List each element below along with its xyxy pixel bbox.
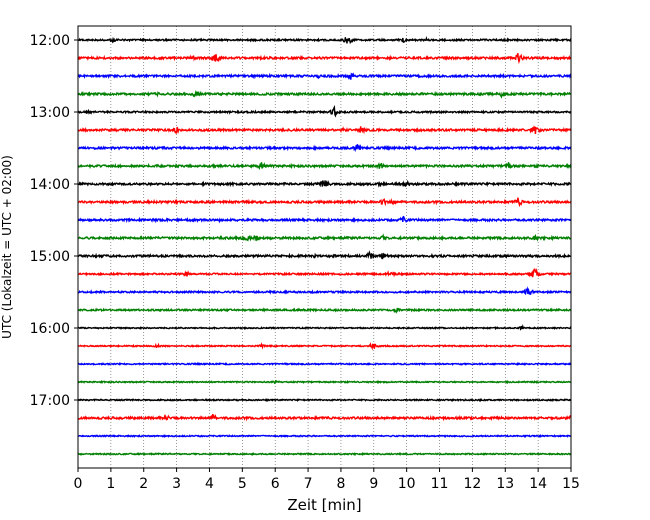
grid-lines	[110, 26, 539, 468]
trace-1345	[77, 161, 572, 170]
trace-1530	[77, 286, 572, 296]
y-tick-label: 15:00	[30, 249, 70, 265]
x-tick-label: 11	[431, 476, 449, 492]
x-tick-label: 2	[139, 476, 148, 492]
x-tick-label: 0	[74, 476, 83, 492]
y-axis-ticks: 12:00 13:00 14:00 15:00 16:00 17:00	[30, 33, 78, 409]
y-tick-label: 13:00	[30, 105, 70, 121]
x-tick-label: 12	[463, 476, 481, 492]
trace-1730	[77, 433, 572, 439]
trace-1300	[77, 104, 572, 118]
trace-1430	[77, 215, 572, 224]
trace-1315	[77, 125, 572, 135]
x-tick-label: 1	[106, 476, 115, 492]
y-tick-label: 16:00	[30, 321, 70, 337]
y-tick-label: 12:00	[30, 33, 70, 49]
trace-1745	[77, 451, 572, 457]
trace-1445	[77, 233, 572, 242]
y-axis-label: UTC (Lokalzeit = UTC + 02:00)	[0, 155, 14, 339]
x-tick-label: 9	[369, 476, 378, 492]
trace-1715	[77, 413, 572, 422]
trace-1645	[77, 379, 572, 385]
trace-1400	[77, 179, 572, 188]
x-tick-label: 5	[238, 476, 247, 492]
x-tick-label: 14	[529, 476, 547, 492]
y-tick-label: 14:00	[30, 177, 70, 193]
trace-1600	[77, 323, 572, 331]
x-tick-label: 15	[562, 476, 580, 492]
y-tick-label: 17:00	[30, 393, 70, 409]
trace-1515	[77, 268, 572, 278]
trace-1415	[77, 197, 572, 208]
trace-1500	[77, 250, 572, 260]
seismic-traces	[77, 36, 572, 457]
trace-1615	[77, 342, 572, 351]
trace-1545	[78, 307, 572, 314]
trace-1215	[77, 53, 572, 65]
x-tick-label: 7	[304, 476, 313, 492]
x-tick-label: 10	[398, 476, 416, 492]
trace-1700	[77, 397, 572, 403]
x-tick-label: 13	[496, 476, 514, 492]
x-tick-label: 4	[205, 476, 214, 492]
trace-1630	[77, 361, 572, 366]
x-axis-ticks: 0 1 2 3 4 5 6 7 8 9 10 11 12 13 14 15	[74, 468, 580, 492]
plot-frame	[77, 25, 572, 469]
trace-1330	[77, 144, 572, 153]
x-tick-label: 6	[271, 476, 280, 492]
trace-1200	[77, 36, 572, 45]
x-tick-label: 8	[336, 476, 345, 492]
x-axis-label: Zeit [min]	[287, 496, 361, 514]
x-tick-label: 3	[172, 476, 181, 492]
trace-1230	[77, 72, 572, 80]
trace-1245	[77, 89, 572, 99]
